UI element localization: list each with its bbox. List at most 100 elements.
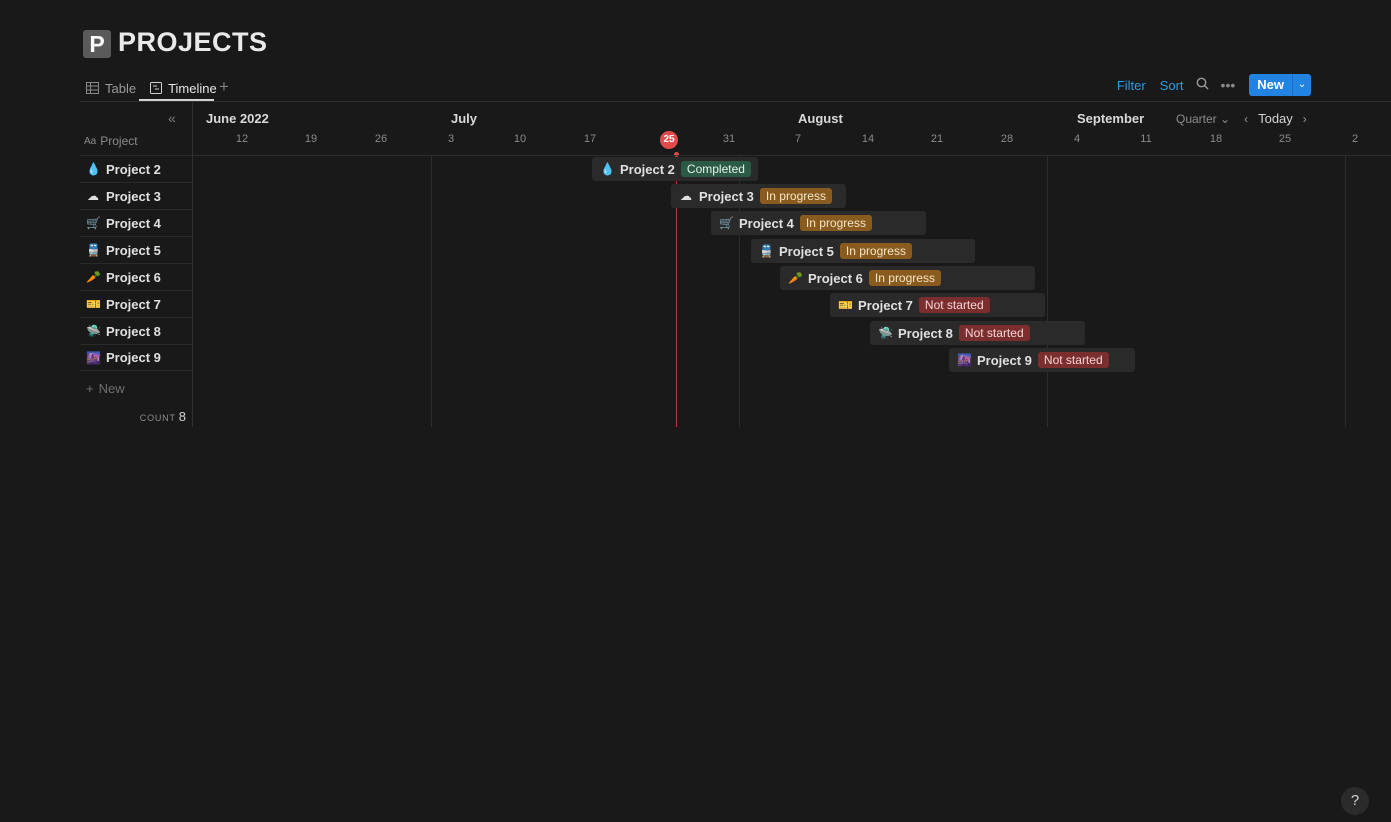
shopping-cart-icon: 🛒 [86,216,101,230]
carrot-icon: 🥕 [788,271,803,285]
count-value: 8 [178,409,186,424]
today-line [676,155,677,427]
tab-table-label: Table [105,80,137,96]
list-item[interactable]: 🥕 Project 6 [80,263,192,290]
new-button-group: New ⌄ [1249,74,1311,96]
cityscape-icon: 🌆 [86,350,101,365]
sort-button[interactable]: Sort [1159,77,1184,93]
table-icon [86,82,99,94]
bar-project-name: Project 7 [858,297,913,313]
timeline-bar[interactable]: 🎫 Project 7 Not started [830,293,1045,317]
list-item[interactable]: 🚆 Project 5 [80,236,192,263]
timeline-bar[interactable]: 🛒 Project 4 In progress [711,211,926,235]
project-name: Project 5 [106,242,161,258]
project-name: Project 9 [106,350,161,365]
add-view-icon[interactable]: + [219,77,229,96]
header-divider [80,101,1391,102]
count-summary[interactable]: COUNT 8 [140,409,186,424]
bar-project-name: Project 8 [898,325,953,341]
timeline-bar[interactable]: 💧 Project 2 Completed [592,157,758,181]
day-label: 26 [374,133,388,145]
droplet-icon: 💧 [600,162,615,176]
chevron-left-icon[interactable]: ‹ [1244,111,1249,126]
project-name: Project 6 [106,269,161,285]
bar-project-name: Project 3 [699,188,754,204]
new-button[interactable]: New [1249,74,1292,96]
day-label: 11 [1140,133,1152,145]
cloud-icon: ☁ [680,189,692,203]
zoom-select[interactable]: Quarter ⌄ [1176,112,1230,126]
list-item[interactable]: 💧 Project 2 [80,155,192,182]
chevron-right-icon[interactable]: › [1302,111,1307,126]
today-marker [674,152,679,157]
search-icon[interactable] [1196,77,1209,93]
timeline-bar[interactable]: 🥕 Project 6 In progress [780,266,1035,290]
day-label: 10 [513,133,527,145]
month-label: July [451,111,478,126]
month-divider [739,155,740,427]
collapse-panel-icon[interactable]: « [168,110,176,126]
filter-button[interactable]: Filter [1116,77,1146,93]
day-label: 3 [447,133,455,145]
ticket-icon: 🎫 [838,298,853,312]
project-rows: 💧 Project 2 ☁ Project 3 🛒 Project 4 🚆 Projec… [80,155,192,371]
tab-timeline-label: Timeline [168,80,217,96]
bar-project-name: Project 4 [739,215,794,231]
day-label: 12 [235,133,249,145]
month-divider [1047,155,1048,427]
today-button[interactable]: Today [1258,111,1293,126]
add-new-label: New [98,381,125,396]
today-date-badge: 25 [660,131,678,149]
day-label: 19 [304,133,318,145]
toolbar: Filter Sort ••• New ⌄ [1103,74,1311,96]
add-new-row-button[interactable]: + New [86,381,125,396]
zoom-label: Quarter [1176,111,1217,126]
timeline-bar[interactable]: 🚆 Project 5 In progress [751,239,975,263]
day-label: 4 [1073,133,1081,145]
count-label: COUNT [139,413,176,423]
bar-project-name: Project 6 [808,270,863,286]
project-name: Project 3 [106,188,161,204]
flying-saucer-icon: 🛸 [878,326,893,340]
bar-project-name: Project 5 [779,243,834,259]
month-divider [431,155,432,427]
view-tabs: Table Timeline [84,76,223,100]
month-label: September [1077,111,1145,126]
shopping-cart-icon: 🛒 [719,216,734,230]
list-item[interactable]: 🌆 Project 9 [80,344,192,371]
list-item[interactable]: 🎫 Project 7 [80,290,192,317]
project-name: Project 7 [106,296,161,312]
day-label: 21 [930,133,944,145]
day-label: 7 [794,133,802,145]
help-button[interactable]: ? [1341,787,1369,815]
status-badge: Completed [680,161,751,177]
more-options-icon[interactable]: ••• [1220,77,1236,93]
timeline-bar[interactable]: 🛸 Project 8 Not started [870,321,1085,345]
page-title[interactable]: PROJECTS [118,27,268,57]
page-icon[interactable]: P [83,30,111,58]
project-name: Project 4 [106,215,161,231]
day-label: 14 [861,133,875,145]
month-label: June 2022 [206,111,269,126]
status-badge: Not started [958,325,1030,341]
tab-timeline[interactable]: Timeline [148,78,223,98]
list-item[interactable]: ☁ Project 3 [80,182,192,209]
timeline-header-divider [193,155,1391,156]
project-list-panel: « Aa Project 💧 Project 2 ☁ Project 3 🛒 Proj… [80,102,193,427]
timeline-bar[interactable]: 🌆 Project 9 Not started [949,348,1135,372]
ticket-icon: 🎫 [86,297,101,311]
status-badge: Not started [1037,352,1109,368]
status-badge: In progress [799,215,872,231]
chevron-down-icon[interactable]: ⌄ [1292,74,1311,96]
list-item[interactable]: 🛸 Project 8 [80,317,192,344]
status-badge: Not started [918,297,990,313]
project-column-label: Project [100,134,138,148]
train-icon: 🚆 [759,244,774,258]
timeline-bar[interactable]: ☁ Project 3 In progress [671,184,846,208]
project-name: Project 8 [106,323,161,339]
tab-table[interactable]: Table [84,78,142,98]
list-item[interactable]: 🛒 Project 4 [80,209,192,236]
status-badge: In progress [868,270,941,286]
project-column-header[interactable]: Aa Project [84,134,138,148]
day-label: 18 [1209,133,1223,145]
